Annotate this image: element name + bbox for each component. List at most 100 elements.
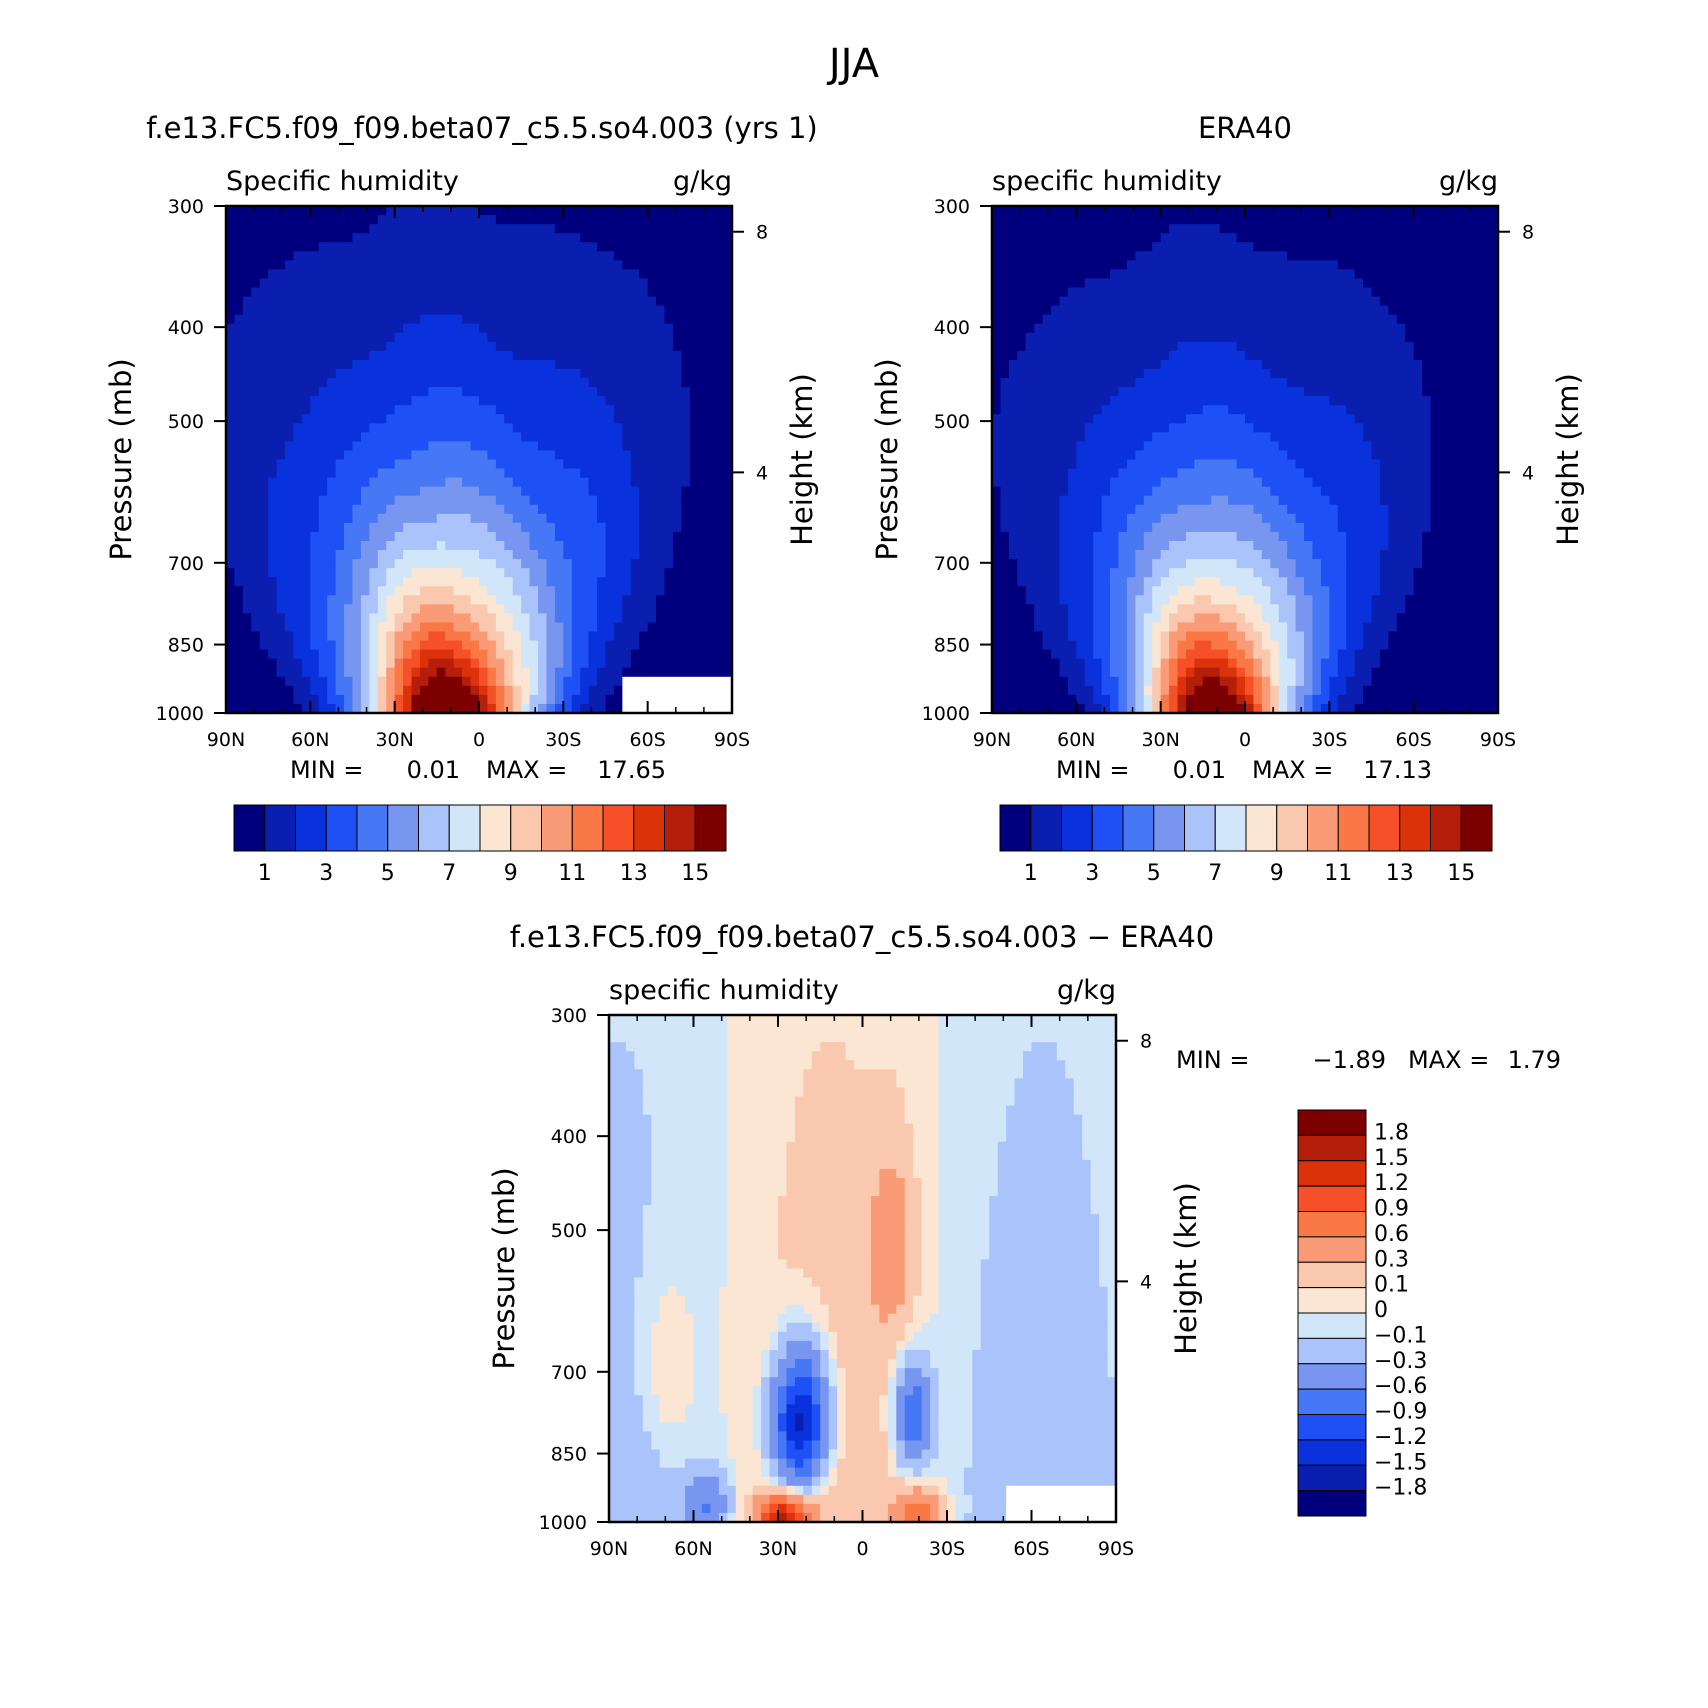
field-cell xyxy=(1143,378,1153,388)
field-cell xyxy=(538,378,548,388)
field-cell xyxy=(251,513,261,524)
field-cell xyxy=(1084,568,1094,578)
field-cell xyxy=(588,522,598,533)
field-cell xyxy=(1059,206,1069,216)
field-cell xyxy=(436,405,446,415)
field-cell xyxy=(656,495,666,506)
field-cell xyxy=(369,540,379,551)
field-cell xyxy=(605,622,615,633)
field-cell xyxy=(563,341,573,352)
field-cell xyxy=(1034,513,1044,524)
field-cell xyxy=(706,649,716,660)
field-cell xyxy=(554,296,564,307)
field-cell xyxy=(310,568,320,578)
field-cell xyxy=(504,287,514,298)
field-cell xyxy=(538,513,548,524)
field-cell xyxy=(462,658,472,669)
field-cell xyxy=(293,631,303,642)
field-cell xyxy=(495,215,505,225)
field-cell xyxy=(689,414,699,424)
field-cell xyxy=(242,432,252,442)
field-cell xyxy=(1042,495,1052,506)
field-cell xyxy=(259,450,269,461)
field-cell xyxy=(1017,513,1027,524)
field-cell xyxy=(1194,513,1204,524)
field-cell xyxy=(647,396,657,406)
field-cell xyxy=(419,396,429,406)
field-cell xyxy=(479,323,489,334)
field-cell xyxy=(462,649,472,660)
field-cell xyxy=(723,586,733,596)
field-cell xyxy=(470,260,480,270)
field-cell xyxy=(1067,694,1077,705)
field-cell xyxy=(622,341,632,352)
field-cell xyxy=(563,305,573,316)
field-cell xyxy=(1185,251,1195,261)
field-cell xyxy=(1143,314,1153,325)
field-cell xyxy=(504,432,514,442)
field-cell xyxy=(1101,314,1111,325)
field-cell xyxy=(571,423,581,433)
field-cell xyxy=(647,332,657,343)
field-cell xyxy=(1143,477,1153,488)
field-cell xyxy=(1185,622,1195,633)
field-cell xyxy=(664,531,674,542)
field-cell xyxy=(1000,441,1010,452)
field-cell xyxy=(647,423,657,433)
field-cell xyxy=(656,676,666,687)
field-cell xyxy=(554,486,564,497)
field-cell xyxy=(318,441,328,452)
field-cell xyxy=(639,224,649,234)
field-cell xyxy=(310,278,320,289)
field-cell xyxy=(1000,305,1010,316)
field-cell xyxy=(394,640,404,651)
field-cell xyxy=(293,640,303,651)
field-cell xyxy=(639,287,649,298)
field-cell xyxy=(1152,631,1162,642)
field-cell xyxy=(276,359,286,370)
field-cell xyxy=(554,414,564,424)
field-cell xyxy=(419,640,429,651)
field-cell xyxy=(1177,559,1187,569)
field-cell xyxy=(369,206,379,216)
field-cell xyxy=(352,622,362,633)
field-cell xyxy=(1067,260,1077,270)
field-cell xyxy=(1093,522,1103,533)
field-cell xyxy=(1025,577,1035,587)
field-cell xyxy=(428,378,438,388)
field-cell xyxy=(689,595,699,605)
field-cell xyxy=(1185,613,1195,624)
field-cell xyxy=(495,278,505,289)
field-cell xyxy=(1059,215,1069,225)
field-cell xyxy=(344,242,354,252)
field-cell xyxy=(1160,387,1170,397)
field-cell xyxy=(1185,387,1195,397)
field-cell xyxy=(301,694,311,705)
field-cell xyxy=(470,450,480,461)
field-cell xyxy=(706,387,716,397)
field-cell xyxy=(521,450,531,461)
field-cell xyxy=(1093,676,1103,687)
field-cell xyxy=(470,595,480,605)
field-cell xyxy=(715,341,725,352)
field-cell xyxy=(1185,423,1195,433)
field-cell xyxy=(242,513,252,524)
field-cell xyxy=(1118,242,1128,252)
field-cell xyxy=(453,586,463,596)
field-cell xyxy=(639,667,649,678)
field-cell xyxy=(1211,432,1221,442)
field-cell xyxy=(411,396,421,406)
field-cell xyxy=(664,477,674,488)
field-cell xyxy=(723,414,733,424)
field-cell xyxy=(335,269,345,280)
field-cell xyxy=(234,459,244,470)
field-cell xyxy=(563,577,573,587)
field-cell xyxy=(386,405,396,415)
field-cell xyxy=(571,559,581,569)
field-cell xyxy=(1152,640,1162,651)
field-cell xyxy=(554,269,564,280)
field-cell xyxy=(403,251,413,261)
field-cell xyxy=(554,215,564,225)
field-cell xyxy=(242,359,252,370)
